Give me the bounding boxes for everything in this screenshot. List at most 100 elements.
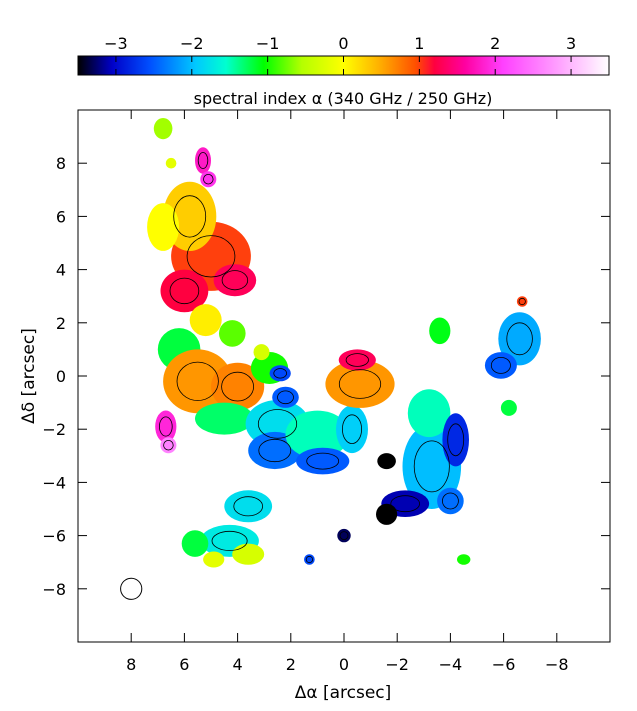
contour-line	[258, 438, 292, 463]
emission-patch	[211, 362, 265, 411]
x-tick-label: 4	[233, 655, 243, 674]
y-tick-label: −8	[42, 580, 66, 599]
colorbar-label: spectral index α (340 GHz / 250 GHz)	[194, 89, 493, 108]
emission-patch	[376, 503, 398, 525]
x-tick-label: 8	[126, 655, 136, 674]
contour-line	[338, 369, 382, 399]
contour-line	[233, 496, 264, 517]
contour-line	[186, 235, 236, 278]
emission-patch	[336, 405, 368, 454]
x-tick-label: −6	[492, 655, 516, 674]
emission-patch	[269, 365, 291, 382]
emission-patch	[457, 554, 471, 565]
y-tick-label: −2	[42, 420, 66, 439]
x-axis-label: Δα [arcsec]	[295, 683, 392, 703]
contour-line	[221, 371, 255, 402]
emission-patch	[429, 317, 451, 345]
y-tick-label: 2	[56, 314, 66, 333]
contour-line	[506, 322, 533, 356]
emission-patch	[484, 352, 517, 379]
emission-patch	[195, 402, 254, 435]
contour-line	[339, 531, 349, 540]
contour-line	[447, 423, 465, 457]
emission-patch	[213, 264, 257, 297]
contour-line	[277, 390, 294, 405]
contour-line	[341, 414, 362, 445]
y-tick-label: 6	[56, 207, 66, 226]
contour-line	[257, 409, 298, 439]
emission-patch	[285, 410, 350, 459]
contour-line	[176, 361, 219, 401]
contour-line	[197, 152, 209, 169]
emission-patch	[337, 528, 351, 543]
y-tick-label: −6	[42, 527, 66, 546]
contour-line	[169, 277, 200, 305]
emission-patch	[232, 543, 265, 565]
emission-patch	[160, 437, 177, 454]
contour-line	[173, 195, 207, 238]
emission-patch	[195, 147, 211, 174]
contour-line	[380, 455, 393, 467]
colorbar-ticks: −3 −2 −1 0 1 2 3	[104, 34, 576, 75]
x-tick-label: −8	[545, 655, 569, 674]
contour-line	[159, 416, 173, 437]
emission-patch	[325, 360, 395, 408]
emission-patch	[516, 296, 528, 307]
emission-patch	[500, 399, 517, 416]
emission-patch	[153, 118, 173, 140]
contour-line	[413, 440, 450, 493]
y-tick-label: 8	[56, 154, 66, 173]
x-tick-label: 2	[286, 655, 296, 674]
emission-patch	[181, 530, 209, 557]
emission-patch	[165, 157, 177, 169]
emission-patch	[437, 487, 464, 515]
emission-patch	[338, 349, 376, 371]
colorbar-tick-label: 2	[490, 34, 500, 53]
contour-lines	[159, 152, 533, 564]
y-tick-label: −4	[42, 473, 66, 492]
contour-line	[390, 495, 421, 513]
emission-patch	[296, 447, 350, 475]
y-tick-label: 0	[56, 367, 66, 386]
colorbar-tick-label: 0	[338, 34, 348, 53]
contour-line	[203, 173, 214, 185]
map-plot: 8 6 4 2 0 −2 −4 −6 −8 8 6 4 2 0 −2 −4 −6 −8 Δα [arcsec] Δ…	[19, 109, 611, 703]
contour-line	[306, 452, 340, 470]
emission-patch	[189, 304, 222, 337]
contour-line	[211, 530, 248, 551]
contour-line	[345, 353, 369, 367]
contour-line	[273, 368, 288, 379]
colorbar-tick-label: 3	[566, 34, 576, 53]
emission-patch	[219, 320, 246, 347]
colorbar-tick-label: 1	[414, 34, 424, 53]
emission-patch	[377, 453, 396, 470]
contour-line	[305, 555, 313, 564]
emission-patch	[203, 551, 225, 568]
emission-patch	[407, 389, 451, 438]
colorbar-tick-label: −3	[104, 34, 128, 53]
contour-line	[441, 492, 459, 510]
emission-patch	[147, 203, 180, 251]
emission-patch	[224, 490, 273, 523]
emission-patch	[200, 171, 217, 188]
colorbar: −3 −2 −1 0 1 2 3 spectral index α (340 GHz / 2…	[77, 34, 610, 108]
beam-ellipse	[120, 577, 143, 600]
contour-line	[379, 507, 394, 522]
emission-patch	[442, 413, 470, 467]
colorbar-tick-label: −2	[180, 34, 204, 53]
y-axis-label: Δδ [arcsec]	[19, 328, 39, 424]
contour-line	[490, 356, 511, 374]
contour-line	[518, 297, 526, 306]
colorbar-tick-label: −1	[256, 34, 280, 53]
x-tick-label: 0	[339, 655, 349, 674]
x-tick-label: −4	[439, 655, 463, 674]
emission-map	[147, 118, 541, 568]
emission-patch	[160, 269, 209, 313]
emission-patch	[498, 312, 541, 366]
contour-line	[221, 270, 249, 291]
emission-patch	[272, 386, 299, 408]
x-tick-label: −2	[385, 655, 409, 674]
emission-patch	[155, 410, 177, 443]
contour-line	[163, 440, 174, 451]
